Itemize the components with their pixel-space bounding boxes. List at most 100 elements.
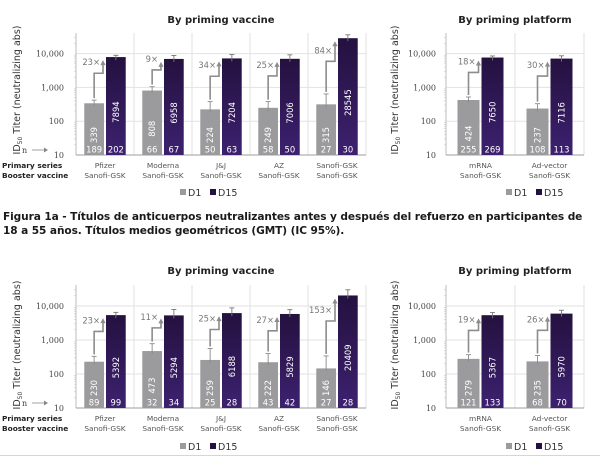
legend: D1 D15 (180, 188, 237, 199)
y-tick-label: 10 (426, 151, 436, 160)
bar-value-label-d15: 7650 (488, 102, 498, 123)
bar-value-label-d15: 5294 (169, 357, 179, 378)
n-count-d1: 255 (461, 145, 477, 155)
bar-d15 (481, 315, 504, 408)
chart-title: By priming platform (458, 266, 571, 277)
n-count-d15: 99 (111, 398, 122, 408)
n-label: n (22, 146, 27, 155)
fold-change-arrow (151, 321, 162, 342)
fold-change-arrow-head-icon (216, 61, 222, 67)
chart-title: By priming vaccine (167, 15, 274, 26)
y-tick-label: 10,000 (408, 302, 436, 311)
bar-value-label-d1: 146 (321, 380, 331, 396)
y-tick-label: 1,000 (41, 336, 64, 345)
n-count-d1: 189 (86, 145, 102, 155)
legend-swatch-d1 (180, 189, 186, 195)
legend-label-d1: D1 (188, 188, 201, 199)
bar-value-label-d15: 28545 (343, 89, 353, 116)
bar-value-label-d15: 6188 (227, 356, 237, 377)
y-tick-label: 1,000 (413, 336, 436, 345)
bar-d1 (316, 368, 336, 408)
bar-d1 (84, 103, 104, 155)
fold-change-arrow (467, 63, 480, 95)
bar-d1 (526, 108, 549, 155)
legend-label-d15: D15 (218, 442, 237, 453)
fold-change-arrow-head-icon (158, 61, 164, 67)
bar-value-label-d1: 230 (89, 380, 99, 396)
y-tick-label: 10,000 (36, 302, 64, 311)
bar-value-label-d1: 224 (205, 127, 215, 143)
figure-caption: Figura 1a - Títulos de anticuerpos neutr… (3, 211, 583, 237)
n-count-d15: 269 (485, 145, 501, 155)
n-count-d15: 28 (227, 398, 238, 408)
category-primary-label: Sanofi-GSK (316, 161, 357, 170)
row-label-booster: Booster vaccine (2, 171, 68, 180)
legend-swatch-d15 (210, 189, 216, 195)
n-arrow-head-icon (44, 400, 48, 406)
category-primary-label: mRNA (469, 161, 492, 170)
n-count-d15: 42 (285, 398, 296, 408)
legend: D1 D15 (506, 442, 563, 453)
fold-change-arrow-head-icon (100, 318, 106, 324)
category-primary-label: Sanofi-GSK (316, 414, 357, 423)
n-count-d15: 202 (108, 145, 124, 155)
fold-change-arrow-head-icon (332, 41, 338, 47)
category-primary-label: Pfizer (95, 161, 117, 170)
y-axis-label: ID50 Titer (neutralizing abs) (390, 281, 402, 410)
category-booster-label: Sanofi-GSK (84, 424, 125, 433)
fold-change-arrow-head-icon (475, 318, 482, 324)
y-tick-label: 10 (54, 151, 64, 160)
chart-title: By priming vaccine (167, 266, 274, 277)
category-booster-label: Sanofi-GSK (258, 171, 299, 180)
fold-change-label: 18× (458, 56, 476, 66)
fold-change-arrow-head-icon (158, 318, 164, 324)
legend-label-d1: D1 (514, 442, 527, 453)
legend-swatch-d15 (536, 443, 542, 449)
legend-label-d15: D15 (218, 188, 237, 199)
bar-value-label-d15: 7204 (227, 102, 237, 123)
fold-change-arrow (93, 321, 104, 355)
bar-value-label-d15: 20409 (343, 344, 353, 371)
bar-value-label-d15: 5970 (557, 356, 567, 377)
n-count-d1: 58 (263, 145, 274, 155)
category-primary-label: J&J (215, 161, 226, 170)
chart-top-vaccine: By priming vaccine ID50 Titer (neutralizi… (2, 15, 367, 199)
bar-value-label-d1: 222 (263, 380, 273, 396)
bar-d15 (280, 58, 300, 156)
n-count-d1: 27 (321, 145, 332, 155)
bar-value-label-d15: 6958 (169, 102, 179, 123)
fold-change-arrow (536, 64, 549, 102)
n-count-d1: 121 (461, 398, 477, 408)
bar-value-label-d1: 315 (321, 127, 331, 143)
n-count-d1: 27 (321, 398, 332, 408)
bar-value-label-d1: 339 (89, 127, 99, 143)
bar-value-label-d1: 808 (147, 121, 157, 137)
bar-d1 (142, 90, 162, 155)
category-booster-label: Sanofi-GSK (460, 424, 501, 433)
legend: D1 D15 (506, 188, 563, 199)
y-tick-label: 100 (49, 117, 64, 126)
bar-d1 (142, 351, 162, 408)
y-tick-label: 100 (421, 117, 436, 126)
bar-value-label-d1: 424 (464, 125, 474, 141)
legend-swatch-d1 (180, 443, 186, 449)
legend-label-d1: D1 (514, 188, 527, 199)
legend-label-d1: D1 (188, 442, 201, 453)
n-count-d15: 113 (554, 145, 570, 155)
fold-change-arrow (93, 63, 104, 99)
legend-label-d15: D15 (544, 188, 563, 199)
bar-value-label-d15: 5367 (488, 357, 498, 378)
bar-d15 (338, 38, 358, 156)
bar-d1 (84, 361, 104, 408)
fold-change-arrow (209, 64, 220, 100)
bar-d1 (200, 109, 220, 155)
y-tick-label: 10,000 (408, 50, 436, 59)
y-axis-label: ID50 Titer (neutralizing abs) (12, 26, 24, 155)
n-count-d15: 63 (227, 145, 238, 155)
fold-change-arrow-head-icon (475, 60, 482, 66)
n-count-d1: 66 (147, 145, 158, 155)
n-count-d1: 32 (147, 398, 158, 408)
row-label-booster: Booster vaccine (2, 424, 68, 433)
y-tick-label: 10 (54, 404, 64, 413)
bar-d15 (550, 313, 573, 408)
